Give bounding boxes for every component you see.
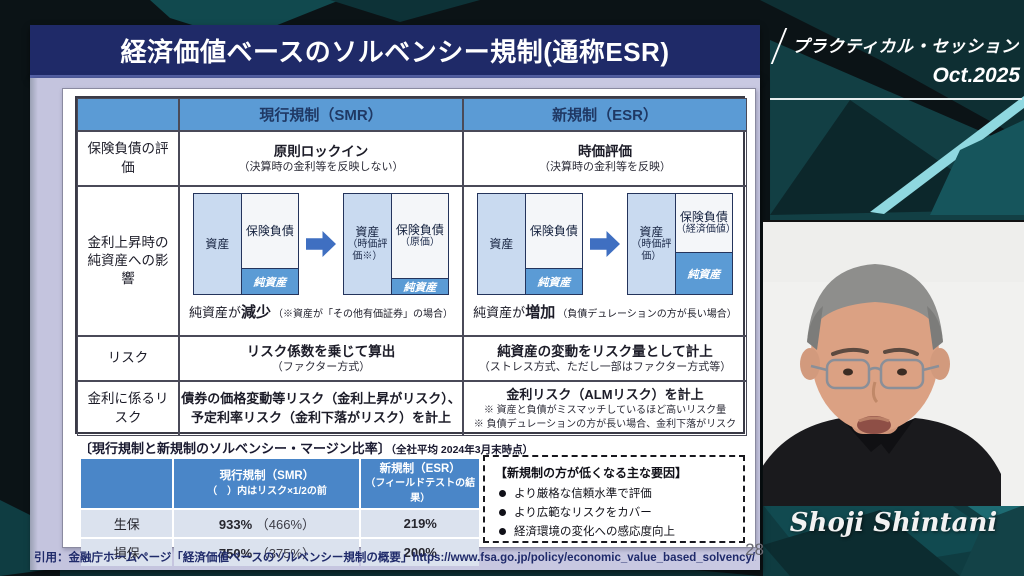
cell-interest-esr: 金利リスク（ALMリスク）を計上 ※ 資産と負債がミスマッチしているほど高いリス…: [463, 381, 747, 436]
margin-ratio-table: 現行規制（SMR） （ ）内はリスク×1/2の前 新規制（ESR） （フィールド…: [79, 457, 481, 568]
cell-risk-esr: 純資産の変動をリスク量として計上 （ストレス方式、ただし一部はファクター方式等）: [463, 336, 747, 381]
table-header-smr: 現行規制（SMR）: [179, 98, 463, 131]
slide-title-bar: 経済価値ベースのソルベンシー規制(通称ESR): [30, 25, 760, 78]
slide-page-number: 28: [745, 540, 764, 559]
webcam-video: [763, 220, 1024, 506]
slide-title: 経済価値ベースのソルベンシー規制(通称ESR): [120, 36, 670, 67]
balance-sheet-after-esr: 資産 （時価評価） 保険負債 （経済価値） 純資産: [627, 193, 736, 295]
margin-row-label: 生保: [81, 510, 173, 538]
diagram-smr: 資産 保険負債 純資産 資産 （時価評価※）: [179, 186, 463, 336]
margin-esr-value: 219%: [361, 510, 479, 538]
bullet-icon: [499, 527, 506, 535]
margin-header-smr: 現行規制（SMR） （ ）内はリスク×1/2の前: [174, 459, 360, 509]
row-label-impact: 金利上昇時の純資産への影響: [77, 186, 179, 336]
margin-header-empty: [81, 459, 173, 509]
factors-box: 【新規制の方が低くなる主な要因】 より厳格な信頼水準で評価 より広範なリスクをカ…: [483, 455, 745, 543]
margin-smr-value: 933% （466%）: [174, 510, 360, 538]
balance-sheet-after-smr: 資産 （時価評価※） 保険負債 （原価） 純資産: [343, 193, 449, 295]
diagram-esr: 資産 保険負債 純資産 資産 （時価評価）: [463, 186, 747, 336]
margin-table-title: 〔現行規制と新規制のソルベンシー・マージン比率〕（全社平均 2024年3月末時点…: [79, 441, 534, 456]
table-header-empty: [77, 98, 179, 131]
citation-text: 引用：金融庁ホームページ「経済価値ベースのソルベンシー規制の概要」https:/…: [34, 552, 756, 564]
list-item: 経済環境の変化への感応度向上: [499, 523, 735, 539]
row-label-interest-risk: 金利に係るリスク: [77, 381, 179, 436]
slide-body: 現行規制（SMR） 新規制（ESR） 保険負債の評価 原則ロックイン （決算時の…: [30, 78, 764, 570]
balance-sheet-before: 資産 保険負債 純資産: [477, 193, 583, 295]
table-header-esr: 新規制（ESR）: [463, 98, 747, 131]
session-date: Oct.2025: [932, 64, 1020, 87]
margin-esr-value: 200%: [361, 539, 479, 567]
right-arrow-icon: [306, 231, 336, 257]
slash-decoration-icon: [770, 28, 788, 64]
list-item: より厳格な信頼水準で評価: [499, 485, 735, 501]
row-label-valuation: 保険負債の評価: [77, 131, 179, 186]
list-item: より広範なリスクをカバー: [499, 504, 735, 520]
speaker-portrait: [763, 222, 1024, 506]
bullet-icon: [499, 508, 506, 516]
speaker-name: Shoji Shintani: [789, 508, 998, 538]
balance-sheet-before: 資産 保険負債 純資産: [193, 193, 299, 295]
margin-header-esr: 新規制（ESR） （フィールドテストの結果）: [361, 459, 479, 509]
margin-row-label: 損保: [81, 539, 173, 567]
cell-valuation-smr: 原則ロックイン （決算時の金利等を反映しない）: [179, 131, 463, 186]
bullet-icon: [499, 489, 506, 497]
factors-title: 【新規制の方が低くなる主な要因】: [495, 466, 688, 480]
margin-smr-value: 750% （375%）: [174, 539, 360, 567]
session-header: プラクティカル・セッション Oct.2025: [770, 24, 1022, 100]
diagram-smr-caption: 純資産が 減少 （※資産が「その他有価証券」の場合）: [188, 304, 454, 321]
cell-risk-smr: リスク係数を乗じて算出 （ファクター方式）: [179, 336, 463, 381]
session-label: プラクティカル・セッション: [792, 37, 1019, 56]
table-row: 生保 933% （466%） 219%: [81, 510, 479, 538]
table-row: 損保 750% （375%） 200%: [81, 539, 479, 567]
slide-content-box: 現行規制（SMR） 新規制（ESR） 保険負債の評価 原則ロックイン （決算時の…: [62, 88, 756, 567]
row-label-risk: リスク: [77, 336, 179, 381]
comparison-table: 現行規制（SMR） 新規制（ESR） 保険負債の評価 原則ロックイン （決算時の…: [75, 96, 747, 436]
diagram-esr-caption: 純資産が 増加 （負債デュレーションの方が長い場合）: [473, 304, 737, 321]
cell-valuation-esr: 時価評価 （決算時の金利等を反映）: [463, 131, 747, 186]
cell-interest-smr: 債券の価格変動等リスク（金利上昇がリスク）、 予定利率リスク（金利下落がリスク）…: [179, 381, 463, 436]
right-arrow-icon: [590, 231, 620, 257]
